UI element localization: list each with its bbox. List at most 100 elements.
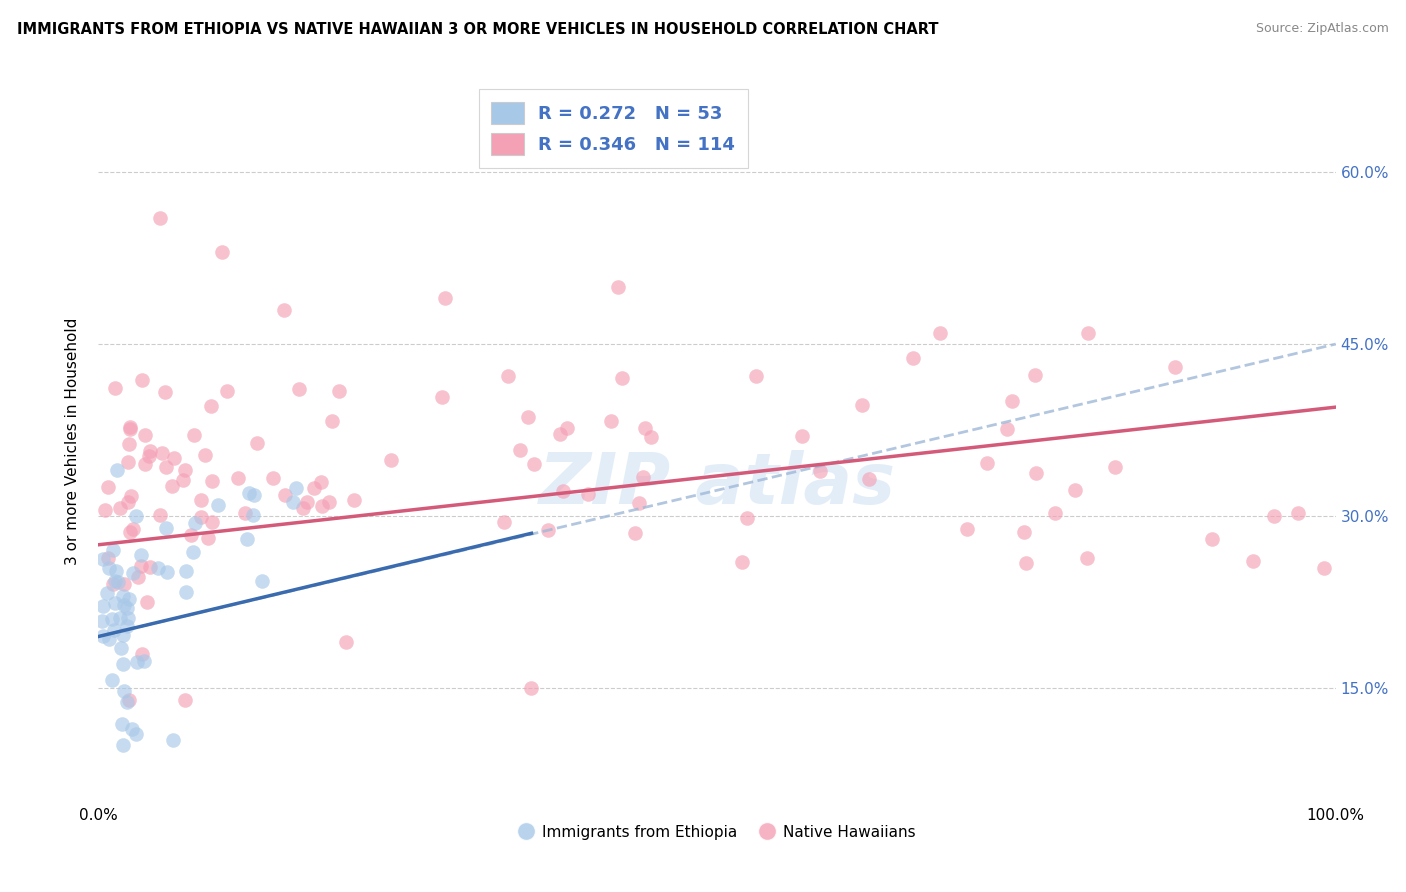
Point xyxy=(262,471,284,485)
Point xyxy=(160,479,183,493)
Point xyxy=(118,692,141,706)
Point xyxy=(136,595,159,609)
Point xyxy=(610,371,633,385)
Point xyxy=(238,486,260,500)
Point xyxy=(1064,483,1087,497)
Point xyxy=(139,559,162,574)
Point xyxy=(117,695,139,709)
Point xyxy=(858,472,880,486)
Point xyxy=(1025,466,1047,480)
Point xyxy=(273,302,295,317)
Point xyxy=(190,493,212,508)
Point xyxy=(112,657,135,671)
Point xyxy=(808,464,831,478)
Point xyxy=(634,421,657,435)
Point xyxy=(118,524,141,539)
Point xyxy=(1077,326,1099,340)
Point xyxy=(1001,393,1024,408)
Point xyxy=(284,481,307,495)
Point xyxy=(194,448,217,462)
Point xyxy=(190,510,212,524)
Point xyxy=(509,443,531,458)
Point xyxy=(117,454,139,468)
Point xyxy=(537,523,560,537)
Point xyxy=(309,475,332,489)
Legend: Immigrants from Ethiopia, Native Hawaiians: Immigrants from Ethiopia, Native Hawaiia… xyxy=(513,819,921,846)
Point xyxy=(553,483,575,498)
Point xyxy=(156,566,179,580)
Point xyxy=(162,451,184,466)
Point xyxy=(550,427,572,442)
Point xyxy=(197,531,219,545)
Point xyxy=(731,555,754,569)
Point xyxy=(520,681,543,695)
Point xyxy=(131,647,153,661)
Point xyxy=(148,561,170,575)
Point xyxy=(122,566,145,581)
Point xyxy=(1015,556,1038,570)
Point xyxy=(211,245,233,260)
Point xyxy=(995,422,1018,436)
Point xyxy=(153,384,176,399)
Point xyxy=(117,611,139,625)
Point xyxy=(112,739,135,753)
Point xyxy=(790,429,813,443)
Point xyxy=(1024,368,1046,382)
Point xyxy=(107,575,129,590)
Point xyxy=(335,635,357,649)
Point xyxy=(114,576,136,591)
Point xyxy=(105,463,128,477)
Point xyxy=(1104,459,1126,474)
Point xyxy=(607,279,630,293)
Point xyxy=(96,586,118,600)
Point xyxy=(184,516,207,530)
Point xyxy=(174,585,197,599)
Point xyxy=(1241,554,1264,568)
Point xyxy=(129,548,152,562)
Point xyxy=(236,532,259,546)
Point xyxy=(127,570,149,584)
Point xyxy=(343,493,366,508)
Point xyxy=(433,291,456,305)
Point xyxy=(94,503,117,517)
Point xyxy=(1263,509,1285,524)
Point xyxy=(124,509,146,524)
Point xyxy=(100,612,122,626)
Point xyxy=(1201,532,1223,546)
Point xyxy=(138,449,160,463)
Point xyxy=(149,508,172,522)
Point xyxy=(162,732,184,747)
Point xyxy=(173,463,195,477)
Point xyxy=(117,601,139,615)
Point xyxy=(149,211,172,225)
Point xyxy=(108,501,131,516)
Point xyxy=(631,470,654,484)
Point xyxy=(103,624,125,638)
Point xyxy=(112,598,135,612)
Point xyxy=(1045,506,1067,520)
Point xyxy=(105,564,128,578)
Point xyxy=(1164,359,1187,374)
Point xyxy=(311,499,333,513)
Point xyxy=(599,414,621,428)
Point xyxy=(155,520,177,534)
Point xyxy=(242,508,264,523)
Point xyxy=(318,494,340,508)
Point xyxy=(101,673,124,687)
Point xyxy=(516,409,538,424)
Point xyxy=(640,430,662,444)
Point xyxy=(111,628,134,642)
Point xyxy=(118,420,141,434)
Point xyxy=(131,373,153,387)
Point xyxy=(235,506,257,520)
Point xyxy=(295,495,318,509)
Text: ZIP atlas: ZIP atlas xyxy=(538,450,896,519)
Point xyxy=(274,488,297,502)
Point xyxy=(90,614,112,628)
Point xyxy=(112,589,135,603)
Point xyxy=(134,428,156,442)
Point xyxy=(139,443,162,458)
Point xyxy=(104,574,127,588)
Point xyxy=(110,641,132,656)
Y-axis label: 3 or more Vehicles in Household: 3 or more Vehicles in Household xyxy=(65,318,80,566)
